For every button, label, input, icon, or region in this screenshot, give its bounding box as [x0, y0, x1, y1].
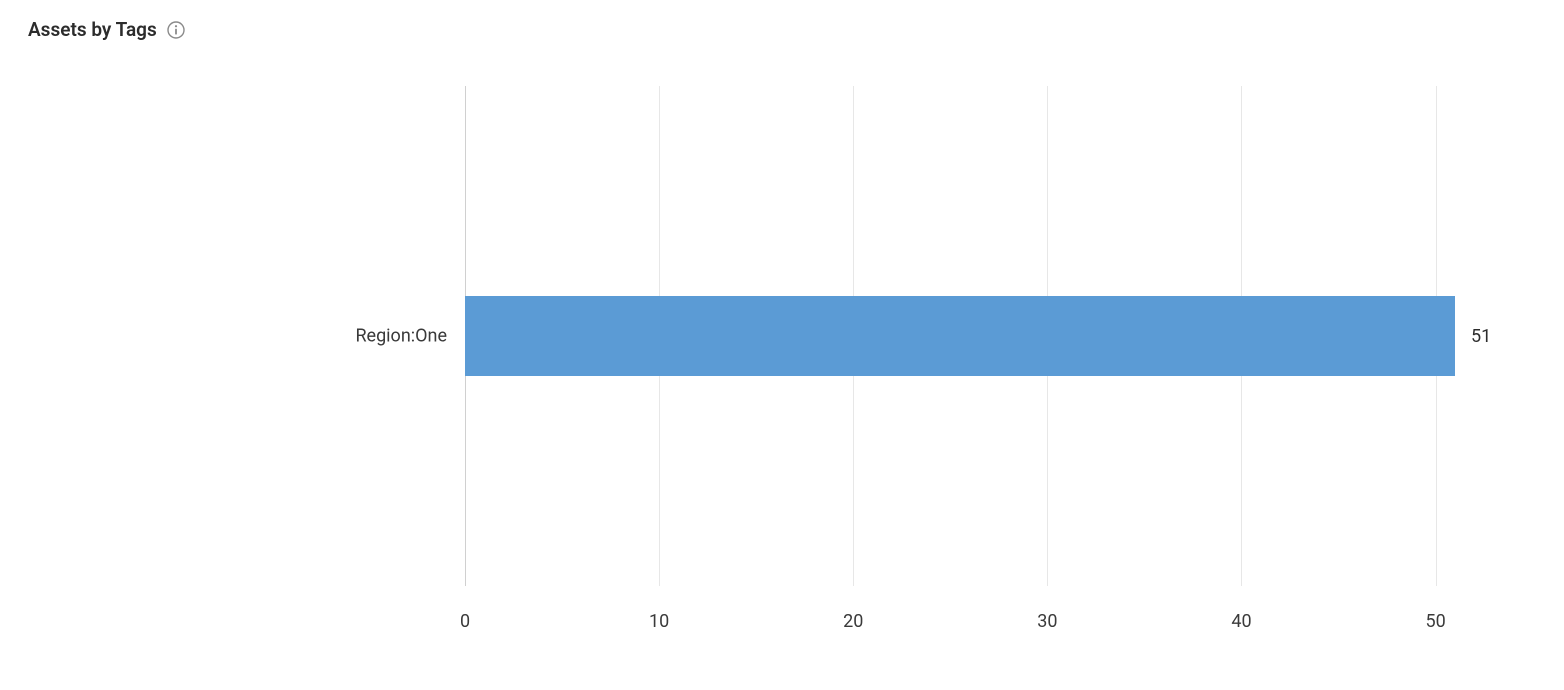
chart-title: Assets by Tags	[28, 18, 157, 41]
category-label: Region:One	[355, 326, 465, 347]
x-tick-label: 10	[649, 611, 669, 632]
x-tick-label: 30	[1037, 611, 1057, 632]
info-icon[interactable]	[167, 21, 185, 39]
chart-header: Assets by Tags	[0, 0, 1564, 41]
x-tick-label: 50	[1425, 611, 1445, 632]
chart-plot: Region:One51	[465, 86, 1455, 586]
bar[interactable]	[465, 296, 1455, 376]
x-axis: 01020304050	[465, 611, 1455, 641]
x-tick-label: 0	[460, 611, 470, 632]
chart-area: Region:One51 01020304050	[465, 86, 1525, 681]
bar-value-label: 51	[1455, 326, 1491, 347]
bar-row: Region:One51	[465, 296, 1491, 376]
x-tick-label: 20	[843, 611, 863, 632]
x-tick-label: 40	[1231, 611, 1251, 632]
